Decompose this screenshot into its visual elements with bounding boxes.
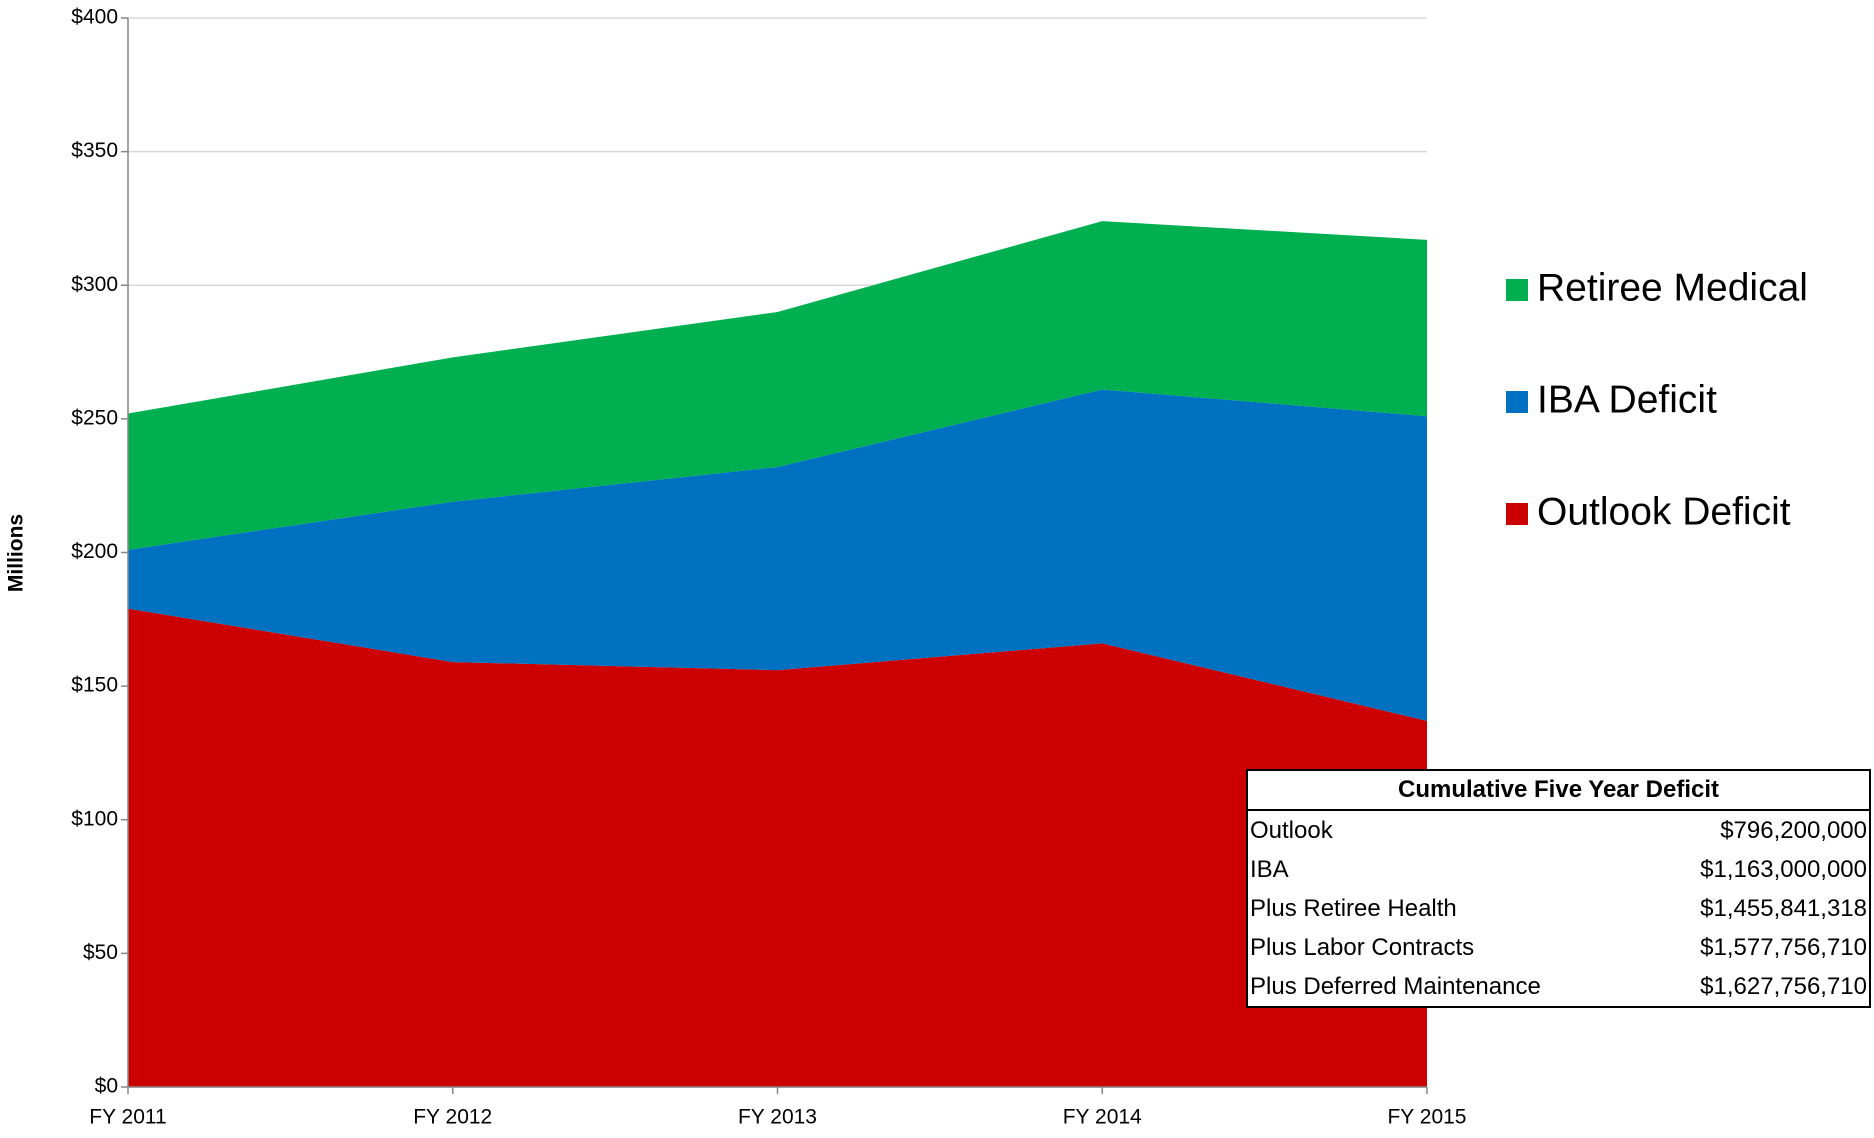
y-tick-label: $400 <box>71 6 118 29</box>
table-value: $796,200,000 <box>1720 816 1867 844</box>
area <box>128 221 1427 550</box>
y-tick-label: $50 <box>83 941 118 964</box>
table-row: Plus Labor Contracts $1,577,756,710 <box>1248 928 1869 967</box>
table: Cumulative Five Year Deficit Outlook $796… <box>1248 771 1869 1006</box>
y-tick-label: $350 <box>71 139 118 162</box>
x-tick-label: FY 2012 <box>413 1106 492 1129</box>
y-tick-label: $200 <box>71 540 118 563</box>
table-label: Outlook <box>1250 816 1333 844</box>
table-value: $1,163,000,000 <box>1700 855 1867 883</box>
table-row: Plus Deferred Maintenance $1,627,756,710 <box>1248 967 1869 1006</box>
table-label: Plus Deferred Maintenance <box>1250 972 1541 1000</box>
table-row: Plus Retiree Health $1,455,841,318 <box>1248 889 1869 928</box>
y-axis-label: Millions <box>5 514 28 592</box>
table-title: Cumulative Five Year Deficit <box>1248 771 1869 811</box>
legend-swatch <box>1506 503 1528 525</box>
y-tick-label: $100 <box>71 807 118 830</box>
legend-label: Retiree Medical <box>1537 266 1808 309</box>
legend-label: IBA Deficit <box>1537 378 1717 421</box>
y-tick-label: $150 <box>71 674 118 697</box>
legend-swatch <box>1506 279 1528 301</box>
area <box>128 608 1427 1087</box>
x-tick-label: FY 2014 <box>1063 1106 1142 1129</box>
y-tick-label: $0 <box>95 1075 118 1098</box>
x-tick-label: FY 2013 <box>738 1106 817 1129</box>
y-tick-label: $300 <box>71 273 118 296</box>
table-label: IBA <box>1250 855 1289 883</box>
summary-table: Cumulative Five Year Deficit Outlook $796… <box>1246 769 1871 1008</box>
table-row: Outlook $796,200,000 <box>1248 810 1869 850</box>
x-tick-label: FY 2015 <box>1387 1106 1466 1129</box>
table-value: $1,455,841,318 <box>1700 894 1867 922</box>
table-value: $1,577,756,710 <box>1700 933 1867 961</box>
table-value: $1,627,756,710 <box>1700 972 1867 1000</box>
legend-label: Outlook Deficit <box>1537 490 1791 533</box>
table-row: IBA $1,163,000,000 <box>1248 850 1869 889</box>
legend-swatch <box>1506 391 1528 413</box>
table-label: Plus Retiree Health <box>1250 894 1457 922</box>
area <box>128 389 1427 721</box>
table-label: Plus Labor Contracts <box>1250 933 1475 961</box>
y-tick-label: $250 <box>71 406 118 429</box>
x-tick-label: FY 2011 <box>89 1106 166 1129</box>
